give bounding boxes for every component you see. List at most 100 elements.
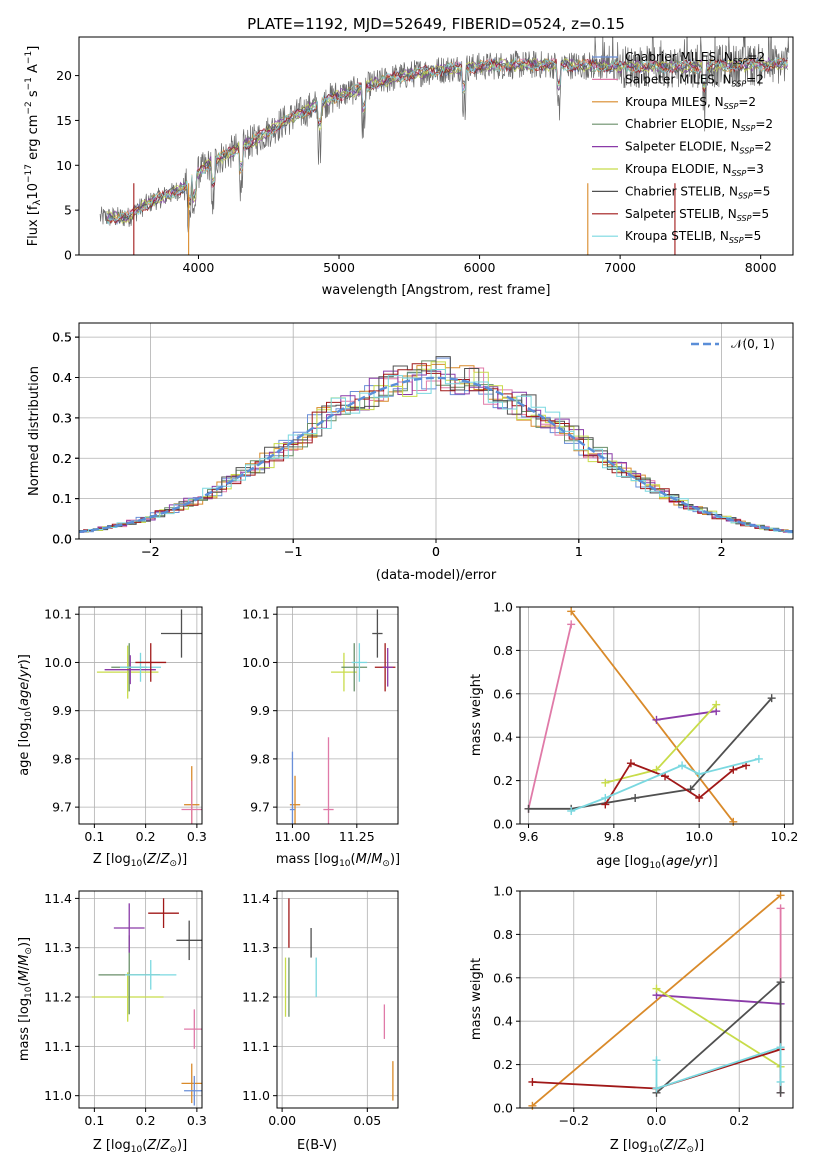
y-tick-label: 9.9	[52, 703, 72, 718]
legend-subscript: SSP	[732, 169, 747, 178]
mZ-ylabel: mass [log10(M/M⊙)]	[17, 937, 34, 1061]
residuals-panel: −2 −1 0 1 2 0.0 0.1 0.2 0.3 0.4 0.5 −2 −1 0 1 2 0.0 0.1 0…	[27, 322, 794, 583]
x-tick-label: 0.2	[729, 1113, 749, 1128]
y-tick-label: 1.0	[493, 600, 513, 615]
x-tick-label: 10.0	[685, 829, 713, 844]
panel-frame	[276, 606, 399, 825]
x-tick-label: 2	[718, 544, 726, 559]
ageZ-xlabel: Z [log10(Z/Z⊙)]	[93, 852, 187, 869]
legend-name: Chabrier ELODIE, N	[625, 117, 741, 131]
y-tick-label: 5	[64, 203, 72, 218]
histogram-kroupa_stelib	[79, 369, 793, 534]
weight-vs-metallicity-panel: −0.2 0.0 0.2 0.0 0.2 0.4 0.6 0.8 1.0	[493, 884, 794, 1128]
legend-subscript: SSP	[738, 191, 753, 200]
ylabel-exp: −17	[24, 164, 34, 183]
x-tick-label: 0.3	[187, 829, 207, 844]
y-tick-label: 1.0	[493, 884, 513, 899]
legend-subscript: SSP	[737, 214, 752, 223]
x-tick-label: 9.8	[604, 829, 624, 844]
residuals-ticks: −2 −1 0 1 2 0.0 0.1 0.2 0.3 0.4 0.5	[52, 330, 725, 559]
ylabel-units2-exp: −1	[24, 77, 34, 90]
x-tick-label: 0.2	[136, 829, 156, 844]
y-tick-label: 0.1	[52, 491, 72, 506]
x-tick-label: 0.1	[84, 829, 104, 844]
y-tick-label: 0.8	[493, 927, 513, 942]
y-tick-label: 11.3	[242, 940, 270, 955]
errorbar-points	[96, 609, 202, 824]
legend-tail: =2	[746, 72, 764, 86]
weight-line-kroupa_miles	[570, 610, 735, 823]
legend-tail: =2	[755, 117, 773, 131]
panel-frame	[78, 890, 203, 1109]
legend-subscript: SSP	[732, 79, 747, 88]
age-vs-metallicity-panel: 0.1 0.2 0.3 9.7 9.8 9.9 10.0 10.1	[44, 606, 207, 844]
figure-title: PLATE=1192, MJD=52649, FIBERID=0524, z=0…	[247, 15, 625, 33]
ylabel-part-flux: Flux [f	[26, 205, 41, 246]
y-tick-label: 0.2	[52, 451, 72, 466]
legend-name: Kroupa ELODIE, N	[625, 162, 732, 176]
x-tick-label: 1	[575, 544, 583, 559]
spectrum-xlabel: wavelength [Angstrom, rest frame]	[322, 283, 551, 298]
x-tick-label: 8000	[745, 260, 777, 275]
y-tick-label: 10.0	[44, 655, 72, 670]
y-tick-label: 0.0	[52, 532, 72, 547]
legend-gaussian-label: 𝒩(0, 1)	[731, 337, 775, 351]
y-tick-label: 10	[56, 158, 72, 173]
y-tick-label: 0.6	[493, 686, 513, 701]
x-tick-label: −1	[284, 544, 302, 559]
x-tick-label: −2	[141, 544, 159, 559]
spectrum-panel: 4000 5000 6000 7000 8000 0 5 10 15 20 wavelength …	[24, 36, 794, 298]
legend-subscript: SSP	[741, 124, 756, 133]
gaussian-reference-curve	[78, 376, 794, 534]
y-tick-label: 15	[56, 113, 72, 128]
y-tick-label: 0.3	[52, 410, 72, 425]
errorbar-points	[91, 898, 202, 1106]
spectrum-axes-frame	[78, 36, 794, 256]
y-tick-label: 0	[64, 248, 72, 263]
legend-label-salpeter_stelib: Salpeter STELIB, NSSP=5	[625, 207, 769, 223]
x-tick-label: 0.1	[84, 1113, 104, 1128]
errorbar-points	[289, 609, 396, 824]
model-spectrum-kroupa_stelib	[106, 57, 789, 225]
x-tick-label: 7000	[604, 260, 636, 275]
y-tick-label: 10.0	[242, 655, 270, 670]
y-tick-label: 9.9	[250, 703, 270, 718]
y-tick-label: 9.7	[52, 800, 72, 815]
y-tick-label: 11.1	[44, 1039, 72, 1054]
legend-name: Chabrier STELIB, N	[625, 184, 738, 198]
y-tick-label: 11.4	[44, 891, 72, 906]
legend-subscript: SSP	[724, 102, 739, 111]
ylabel-units3: A	[26, 64, 41, 77]
y-tick-label: 0.8	[493, 643, 513, 658]
histogram-salpeter_stelib	[79, 363, 793, 533]
legend-label-kroupa_stelib: Kroupa STELIB, NSSP=5	[625, 229, 761, 245]
panel-frame	[519, 606, 794, 825]
y-tick-label: 9.8	[52, 751, 72, 766]
wZ-ylabel: mass weight	[469, 958, 484, 1040]
x-tick-label: 5000	[323, 260, 355, 275]
residuals-grid: −2 −1 0 1 2 0.0 0.1 0.2 0.3 0.4 0.5	[52, 323, 793, 559]
mass-vs-metallicity-panel: 0.1 0.2 0.3 11.0 11.1 11.2 11.3 11.4	[44, 890, 207, 1128]
wAge-ylabel: mass weight	[469, 674, 484, 756]
y-tick-label: 0.3	[52, 410, 72, 425]
x-tick-label: 11.00	[275, 829, 311, 844]
y-tick-label: 10.1	[44, 607, 72, 622]
legend-label-chabrier_miles: Chabrier MILES, NSSP=2	[625, 50, 765, 66]
panel-frame	[78, 606, 203, 825]
y-tick-label: 0.5	[52, 330, 72, 345]
y-tick-label: 9.8	[250, 751, 270, 766]
legend-label-salpeter_elodie: Salpeter ELODIE, NSSP=2	[625, 140, 772, 156]
legend-label-chabrier_stelib: Chabrier STELIB, NSSP=5	[625, 184, 770, 200]
residuals-legend: 𝒩(0, 1)	[691, 337, 775, 351]
y-tick-label: 0.4	[52, 370, 72, 385]
x-tick-label: −2	[141, 544, 159, 559]
x-tick-label: 1	[575, 544, 583, 559]
ylabel-units-exp: −2	[24, 101, 34, 114]
y-tick-label: 11.0	[242, 1088, 270, 1103]
x-tick-label: 0.00	[268, 1113, 296, 1128]
age-vs-mass-panel: 11.00 11.25 9.7 9.8 9.9 10.0 10.1	[242, 606, 399, 844]
legend-label-chabrier_elodie: Chabrier ELODIE, NSSP=2	[625, 117, 773, 133]
x-tick-label: 10.2	[771, 829, 799, 844]
residuals-ylabel: Normed distribution	[27, 366, 42, 496]
